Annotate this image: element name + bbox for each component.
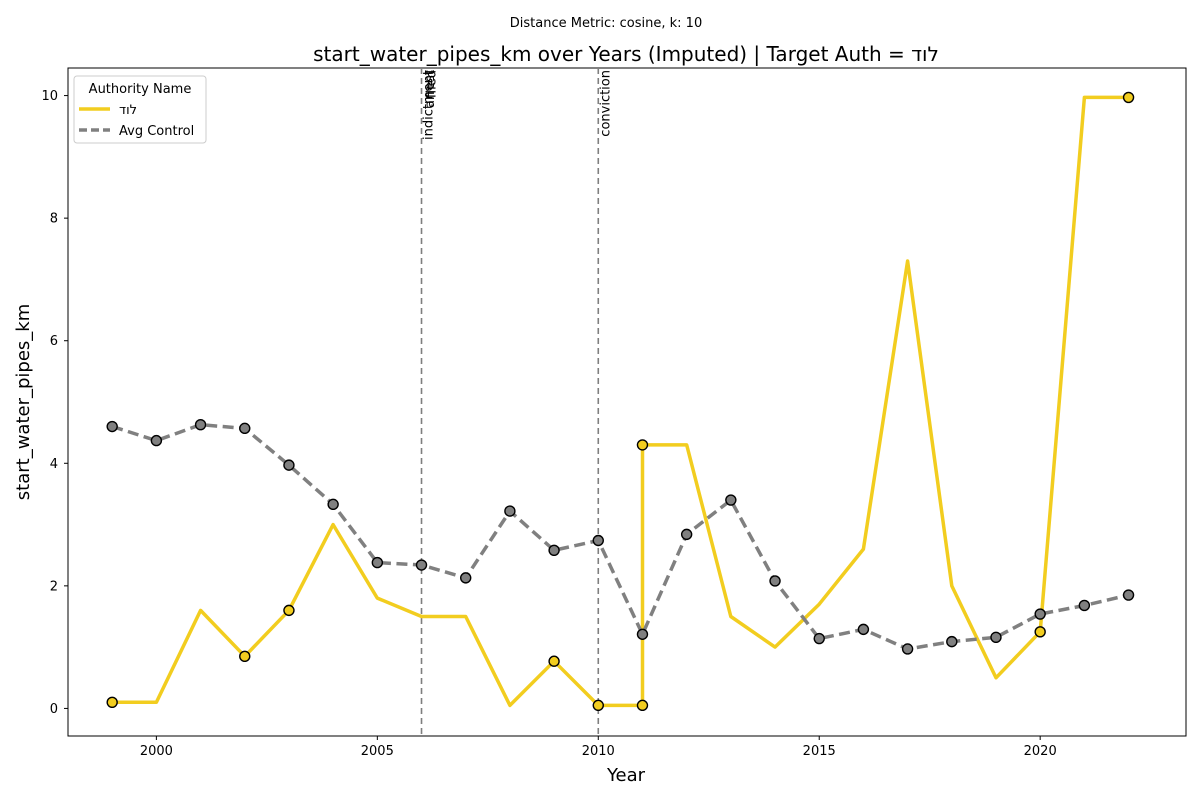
y-tick-label: 4 xyxy=(50,457,58,472)
data-point xyxy=(680,528,693,541)
x-tick-label: 2000 xyxy=(140,744,173,759)
data-point xyxy=(592,534,604,547)
legend-frame xyxy=(73,75,207,144)
legend-label-series-1: Avg Control xyxy=(119,124,194,139)
data-point xyxy=(1034,626,1046,638)
y-axis-label: start_water_pipes_km xyxy=(13,304,34,500)
chart-title: start_water_pipes_km over Years (Imputed… xyxy=(313,42,939,66)
data-point xyxy=(946,635,958,648)
data-point xyxy=(327,498,339,511)
data-point xyxy=(415,559,428,571)
data-point xyxy=(813,632,825,645)
data-point xyxy=(1078,599,1091,612)
series-line-1 xyxy=(111,422,1130,651)
y-tick-label: 2 xyxy=(50,579,58,594)
y-tick-label: 0 xyxy=(50,702,58,717)
y-tick-label: 10 xyxy=(41,89,58,104)
y-tick-label: 6 xyxy=(50,334,58,349)
data-point xyxy=(548,544,560,557)
data-point xyxy=(592,699,604,712)
event-label: arrest xyxy=(423,70,438,108)
data-point xyxy=(1034,608,1046,620)
event-label: conviction xyxy=(598,70,613,137)
data-point xyxy=(548,655,560,667)
x-tick-label: 2010 xyxy=(582,744,615,759)
series-line-0 xyxy=(112,95,1129,708)
data-point xyxy=(857,623,870,636)
data-point xyxy=(106,696,118,708)
event-label: filed xyxy=(425,70,440,98)
data-point xyxy=(725,494,737,506)
legend-label-series-0: לוד xyxy=(119,103,137,118)
legend: Authority Name לוד Avg Control xyxy=(73,75,207,144)
data-point xyxy=(194,418,207,431)
x-axis-label: Year xyxy=(606,765,646,786)
data-point xyxy=(901,643,914,655)
y-tick-label: 8 xyxy=(50,212,58,227)
series-lines xyxy=(111,95,1130,708)
data-point xyxy=(504,505,516,517)
data-point xyxy=(150,434,163,447)
series-markers xyxy=(106,91,1135,712)
chart-suptitle: Distance Metric: cosine, k: 10 xyxy=(510,16,702,31)
event-label: indictment xyxy=(422,70,437,140)
y-axis: 0 2 4 6 8 10 xyxy=(41,89,68,717)
x-axis: 2000 2005 2010 2015 2020 xyxy=(140,736,1057,759)
data-point xyxy=(1122,91,1135,104)
data-point xyxy=(636,699,649,712)
data-point xyxy=(283,604,295,617)
data-point xyxy=(106,420,118,433)
data-point xyxy=(1122,589,1135,601)
plot-area-frame xyxy=(67,67,1187,737)
data-point xyxy=(769,575,781,587)
data-point xyxy=(990,631,1002,644)
data-point xyxy=(636,628,649,640)
legend-title: Authority Name xyxy=(89,82,192,97)
data-point xyxy=(239,422,251,435)
data-point xyxy=(636,439,649,451)
x-tick-label: 2005 xyxy=(361,744,394,759)
data-point xyxy=(460,572,472,584)
data-point xyxy=(371,556,384,569)
data-point xyxy=(239,650,251,663)
x-tick-label: 2015 xyxy=(803,744,836,759)
x-tick-label: 2020 xyxy=(1024,744,1057,759)
data-point xyxy=(283,459,295,471)
